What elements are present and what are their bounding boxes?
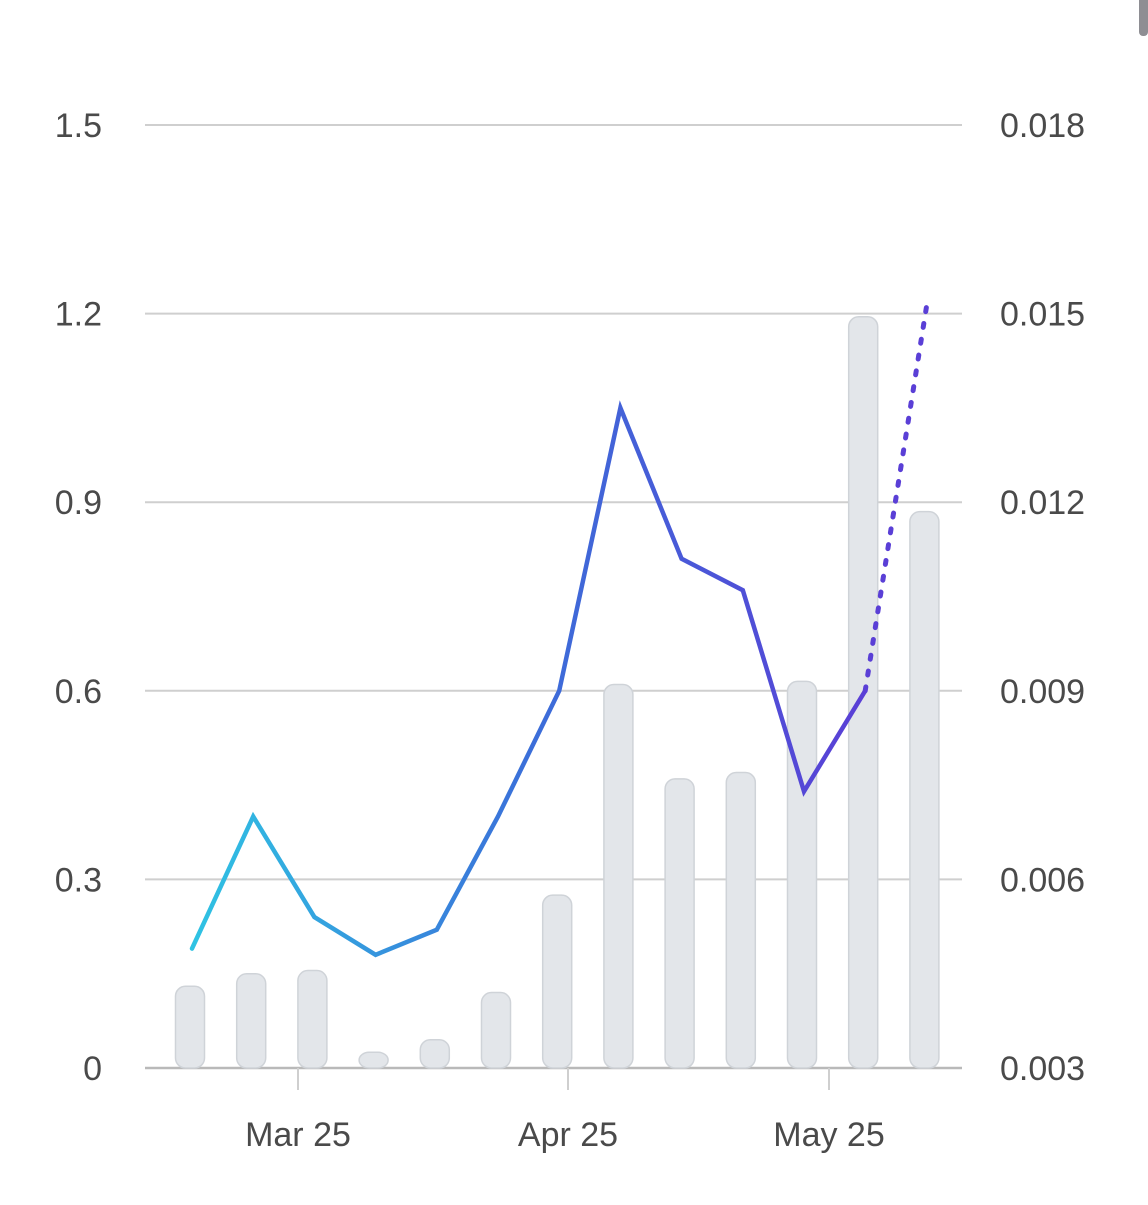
x-axis-tick-label: Mar 25 xyxy=(245,1116,351,1154)
right-axis-tick-label: 0.003 xyxy=(1000,1050,1085,1088)
bar xyxy=(419,1038,451,1069)
bar xyxy=(603,683,634,1069)
right-axis-tick-label: 0.018 xyxy=(1000,107,1085,145)
bar xyxy=(725,771,757,1069)
bar xyxy=(541,894,573,1069)
left-axis-tick-label: 1.5 xyxy=(55,107,102,145)
bar xyxy=(909,510,940,1069)
right-axis-tick-label: 0.015 xyxy=(1000,296,1085,334)
bar xyxy=(786,680,818,1069)
x-axis-tick-label: Apr 25 xyxy=(518,1116,618,1154)
bar xyxy=(297,969,328,1069)
bar xyxy=(174,985,206,1069)
left-axis-tick-label: 1.2 xyxy=(55,296,102,334)
left-axis-tick-label: 0 xyxy=(83,1050,102,1088)
bar xyxy=(480,991,512,1069)
left-axis-tick-label: 0.3 xyxy=(55,861,102,899)
right-axis-tick-label: 0.009 xyxy=(1000,673,1085,711)
series-line xyxy=(189,400,868,958)
bar xyxy=(235,972,267,1069)
right-axis-tick-label: 0.012 xyxy=(1000,484,1085,522)
scrollbar-indicator[interactable] xyxy=(1139,0,1148,36)
bar xyxy=(664,778,695,1069)
left-axis-tick-label: 0.6 xyxy=(55,673,102,711)
left-axis-tick-label: 0.9 xyxy=(55,484,102,522)
x-axis-tick-label: May 25 xyxy=(773,1116,885,1154)
projection-line xyxy=(862,304,929,694)
bar xyxy=(358,1051,389,1069)
right-axis-tick-label: 0.006 xyxy=(1000,861,1085,899)
